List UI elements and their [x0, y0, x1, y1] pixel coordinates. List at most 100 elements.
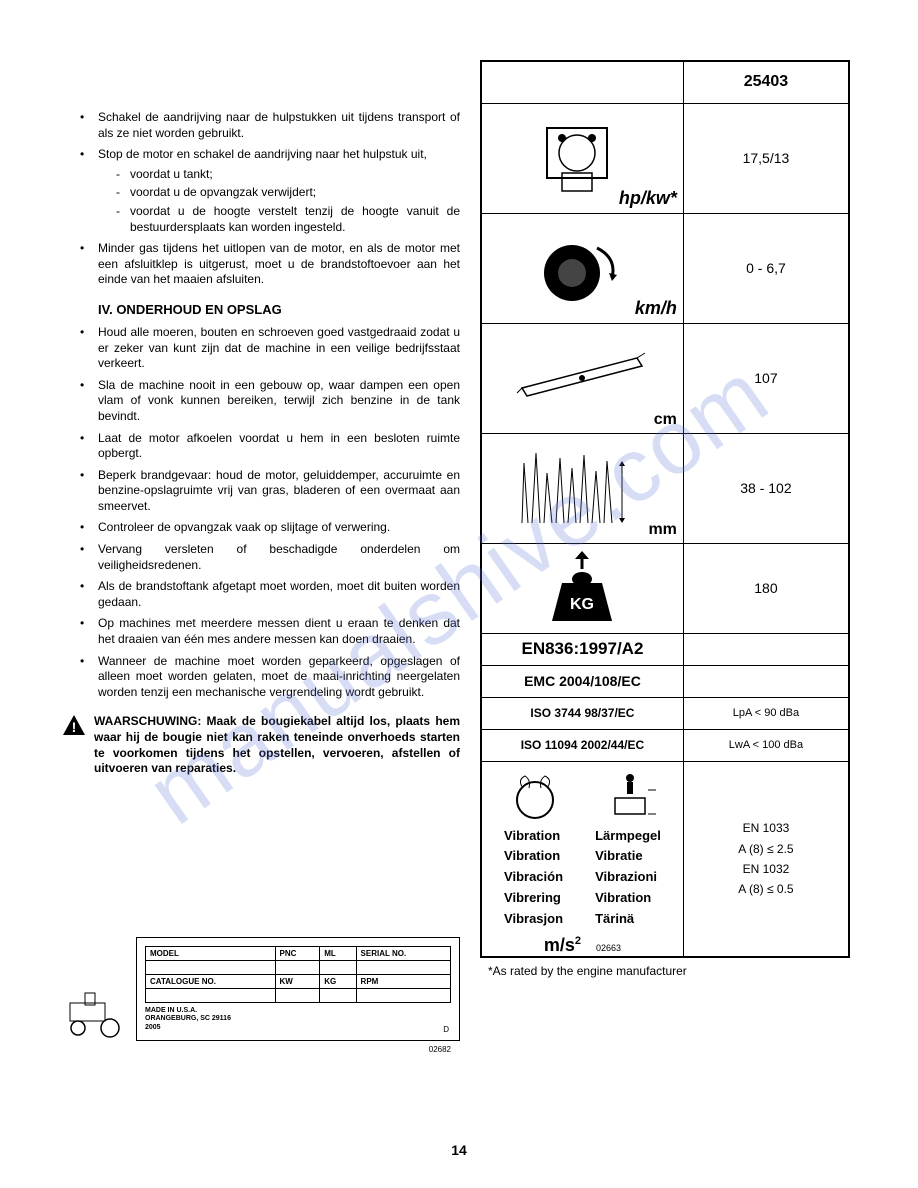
right-column: 25403 hp/kw* 17,5/13	[480, 60, 850, 1041]
unit-label: km/h	[635, 298, 677, 319]
table-cell: PNC	[275, 946, 320, 960]
table-cell: CATALOGUE NO.	[146, 974, 276, 988]
standard-value: LpA < 90 dBa	[683, 697, 849, 729]
section-heading: IV. ONDERHOUD EN OPSLAG	[98, 302, 460, 317]
list-item: Houd alle moeren, bouten en schroeven go…	[80, 325, 460, 372]
nameplate-footer: MADE IN U.S.A. ORANGEBURG, SC 29116 2005	[145, 1007, 451, 1032]
vibration-words-left: Vibration Vibration Vibración Vibrering …	[504, 826, 563, 930]
weight-icon-cell: KG	[481, 543, 683, 633]
vib-word: Vibración	[504, 867, 563, 888]
made-in: MADE IN U.S.A.	[145, 1007, 451, 1015]
svg-text:!: !	[72, 719, 77, 735]
left-column: Schakel de aandrijving naar de hulpstukk…	[60, 60, 460, 1041]
unit-label: cm	[654, 411, 677, 429]
speed-icon-cell: km/h	[481, 213, 683, 323]
vibration-unit: m/s2 02663	[482, 935, 683, 956]
table-cell: KW	[275, 974, 320, 988]
vib-word: Vibratie	[595, 846, 661, 867]
table-cell: MODEL	[146, 946, 276, 960]
spec-value: 17,5/13	[683, 103, 849, 213]
grass-icon	[512, 443, 652, 533]
spec-value: 107	[683, 323, 849, 433]
spec-value: 38 - 102	[683, 433, 849, 543]
standard-value	[683, 665, 849, 697]
standard-value: LwA < 100 dBa	[683, 729, 849, 761]
list-item: Beperk brandgevaar: houd de motor, gelui…	[80, 468, 460, 515]
list-item: Wanneer de machine moet worden geparkeer…	[80, 654, 460, 701]
blade-icon-cell: cm	[481, 323, 683, 433]
nameplate-table: MODEL PNC ML SERIAL NO. CATALOGUE NO. KW…	[145, 946, 451, 1003]
warning-text: WAARSCHUWING: Maak de bougiekabel altijd…	[94, 714, 460, 776]
empty-cell	[481, 61, 683, 103]
en-values-cell: EN 1033 A (8) ≤ 2.5 EN 1032 A (8) ≤ 0.5	[683, 761, 849, 957]
list-item: voordat u tankt;	[116, 167, 460, 183]
weight-icon: KG	[537, 551, 627, 626]
standard-label: EMC 2004/108/EC	[481, 665, 683, 697]
list-item: Schakel de aandrijving naar de hulpstukk…	[80, 110, 460, 141]
footnote: *As rated by the engine manufacturer	[480, 964, 850, 978]
vib-word: Lärmpegel	[595, 826, 661, 847]
list-item: Laat de motor afkoelen voordat u hem in …	[80, 431, 460, 462]
standard-value	[683, 633, 849, 665]
vib-word: Vibration	[504, 846, 563, 867]
list-item: voordat u de opvangzak verwijdert;	[116, 185, 460, 201]
d-mark: D	[443, 1025, 449, 1034]
vibration-words-right: Lärmpegel Vibratie Vibrazioni Vibration …	[595, 826, 661, 930]
unit-text: m/s	[544, 935, 575, 955]
standard-label: EN836:1997/A2	[481, 633, 683, 665]
bullet-list-1: Schakel de aandrijving naar de hulpstukk…	[60, 110, 460, 288]
sub-list: voordat u tankt; voordat u de opvangzak …	[98, 167, 460, 235]
table-cell: KG	[320, 974, 356, 988]
spec-value: 180	[683, 543, 849, 633]
list-item: voordat u de hoogte verstelt tenzij de h…	[116, 204, 460, 235]
list-item: Minder gas tijdens het uitlopen van de m…	[80, 241, 460, 288]
standard-label: ISO 3744 98/37/EC	[481, 697, 683, 729]
bullet-list-2: Houd alle moeren, bouten en schroeven go…	[60, 325, 460, 700]
address: ORANGEBURG, SC 29116	[145, 1015, 451, 1023]
table-cell: ML	[320, 946, 356, 960]
spec-table: 25403 hp/kw* 17,5/13	[480, 60, 850, 958]
wheel-icon	[527, 223, 637, 313]
steering-icon	[505, 770, 565, 820]
list-item: Als de brandstoftank afgetapt moet worde…	[80, 579, 460, 610]
vib-word: Vibrazioni	[595, 867, 661, 888]
height-icon-cell: mm	[481, 433, 683, 543]
vib-code: 02663	[596, 943, 621, 953]
vib-word: Vibration	[504, 826, 563, 847]
tractor-icon	[60, 988, 130, 1041]
model-number: 25403	[683, 61, 849, 103]
seat-icon	[600, 770, 660, 820]
vib-word: Tärinä	[595, 909, 661, 930]
nameplate-code: 02682	[429, 1045, 451, 1054]
table-cell: RPM	[356, 974, 450, 988]
list-item: Vervang versleten of beschadigde onderde…	[80, 542, 460, 573]
vib-word: Vibrering	[504, 888, 563, 909]
vib-word: Vibrasjon	[504, 909, 563, 930]
unit-sup: 2	[575, 935, 581, 947]
standard-label: ISO 11094 2002/44/EC	[481, 729, 683, 761]
vib-word: Vibration	[595, 888, 661, 909]
vibration-cell: Vibration Vibration Vibración Vibrering …	[481, 761, 683, 957]
page-number: 14	[451, 1142, 467, 1158]
unit-label: hp/kw*	[619, 188, 677, 209]
nameplate-block: MODEL PNC ML SERIAL NO. CATALOGUE NO. KW…	[60, 937, 460, 1041]
list-item-text: Stop de motor en schakel de aandrijving …	[98, 147, 427, 161]
table-cell: SERIAL NO.	[356, 946, 450, 960]
year: 2005	[145, 1024, 451, 1032]
list-item: Controleer de opvangzak vaak op slijtage…	[80, 520, 460, 536]
svg-text:KG: KG	[570, 596, 594, 613]
list-item: Sla de machine nooit in een gebouw op, w…	[80, 378, 460, 425]
list-item: Stop de motor en schakel de aandrijving …	[80, 147, 460, 235]
warning-block: ! WAARSCHUWING: Maak de bougiekabel alti…	[60, 714, 460, 776]
en-line: A (8) ≤ 2.5	[684, 839, 848, 859]
list-item: Op machines met meerdere messen dient u …	[80, 616, 460, 647]
en-line: A (8) ≤ 0.5	[684, 879, 848, 899]
unit-label: mm	[648, 521, 676, 539]
en-line: EN 1032	[684, 859, 848, 879]
blade-icon	[507, 338, 657, 418]
warning-icon: !	[62, 714, 86, 776]
spec-value: 0 - 6,7	[683, 213, 849, 323]
nameplate-label: MODEL PNC ML SERIAL NO. CATALOGUE NO. KW…	[136, 937, 460, 1041]
en-line: EN 1033	[684, 818, 848, 838]
engine-icon-cell: hp/kw*	[481, 103, 683, 213]
